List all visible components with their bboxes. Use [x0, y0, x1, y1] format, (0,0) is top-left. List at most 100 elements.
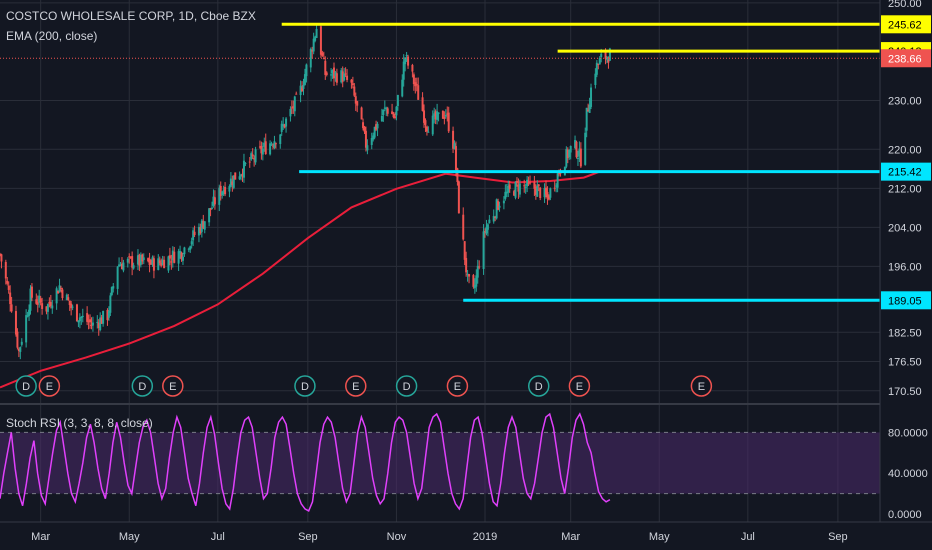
- dividend-marker[interactable]: [395, 375, 418, 397]
- candle-body: [513, 191, 516, 196]
- price-tick-label: 170.50: [888, 386, 922, 398]
- candle-body: [283, 124, 286, 128]
- ema-200-layer: [0, 171, 599, 389]
- candle-body: [321, 52, 324, 56]
- earnings-marker[interactable]: [345, 375, 367, 397]
- candle-body: [189, 246, 192, 250]
- rsi-tick-label: 40.0000: [888, 468, 928, 480]
- candle-body: [331, 70, 334, 74]
- candle-body: [10, 304, 13, 312]
- support-level-label: 189.05: [888, 295, 922, 307]
- candle-body: [160, 262, 163, 266]
- support-level-label-box: [881, 162, 931, 181]
- candle-body: [65, 294, 68, 301]
- candle-body: [526, 179, 529, 187]
- candle-body: [424, 120, 427, 125]
- candle-body: [250, 153, 253, 160]
- candle-body: [68, 300, 71, 306]
- candle-body: [141, 254, 144, 262]
- candle-body: [414, 82, 417, 87]
- dividend-marker[interactable]: [294, 375, 316, 397]
- price-tick-label: 196.00: [888, 261, 922, 273]
- candle-body: [325, 72, 328, 75]
- candle-body: [452, 130, 455, 149]
- candle-body: [485, 226, 488, 234]
- candle-body: [91, 322, 94, 326]
- candle-body: [161, 259, 164, 265]
- dividend-marker[interactable]: [131, 375, 154, 397]
- candle-body: [211, 207, 214, 209]
- time-tick-label: Jul: [211, 531, 225, 543]
- candles-layer: [0, 23, 611, 360]
- candle-body: [324, 60, 327, 75]
- candle-body: [488, 219, 491, 224]
- candle-body: [453, 143, 456, 149]
- candle-body: [595, 62, 598, 75]
- candle-body: [202, 220, 205, 229]
- candle-body: [70, 303, 73, 309]
- candle-body: [209, 207, 212, 211]
- candle-body: [6, 280, 9, 284]
- earnings-marker-label: E: [698, 381, 705, 393]
- candle-body: [29, 288, 32, 311]
- candle-body: [138, 254, 141, 266]
- candle-body: [229, 178, 232, 187]
- candle-body: [221, 191, 224, 196]
- candle-body: [391, 111, 394, 115]
- earnings-marker[interactable]: [568, 375, 591, 397]
- earnings-marker[interactable]: [162, 375, 184, 397]
- candle-body: [484, 231, 487, 233]
- price-axis-background: [880, 0, 932, 522]
- candle-body: [126, 258, 129, 263]
- candle-body: [434, 111, 437, 120]
- candle-body: [71, 306, 74, 308]
- earnings-marker[interactable]: [38, 375, 61, 397]
- candle-body: [524, 187, 527, 189]
- candle-body: [344, 73, 347, 75]
- candle-body: [315, 28, 318, 38]
- time-tick-label: Mar: [31, 531, 50, 543]
- dividend-marker[interactable]: [527, 375, 550, 397]
- candle-body: [537, 184, 540, 187]
- candle-body: [4, 262, 7, 279]
- candle-body: [431, 115, 434, 135]
- candle-body: [370, 138, 373, 145]
- earnings-marker[interactable]: [446, 375, 469, 397]
- candle-body: [472, 275, 475, 287]
- time-tick-label: Jul: [741, 531, 755, 543]
- candle-body: [244, 163, 247, 165]
- candle-body: [425, 126, 428, 132]
- earnings-marker[interactable]: [690, 375, 713, 397]
- candle-body: [529, 182, 532, 184]
- candle-body: [517, 184, 520, 192]
- stoch-rsi-layer: [0, 412, 880, 512]
- candle-body: [136, 255, 139, 265]
- candle-body: [158, 260, 161, 264]
- candle-body: [228, 186, 231, 192]
- candle-body: [579, 148, 582, 167]
- candle-body: [16, 331, 19, 348]
- candle-body: [122, 262, 125, 271]
- candle-body: [466, 273, 469, 275]
- candle-body: [181, 256, 184, 261]
- candle-body: [163, 259, 166, 269]
- candle-body: [112, 286, 115, 289]
- rsi-tick-label: 80.0000: [888, 427, 928, 439]
- price-tick-label: 220.00: [888, 144, 922, 156]
- dividend-marker[interactable]: [15, 375, 37, 397]
- price-tick-label: 182.50: [888, 327, 922, 339]
- candle-body: [102, 310, 105, 324]
- candle-body: [604, 51, 607, 59]
- dividend-marker-label: D: [138, 381, 146, 393]
- candle-body: [183, 247, 186, 255]
- candle-body: [295, 93, 298, 95]
- candle-body: [110, 287, 113, 295]
- time-axis[interactable]: Mar May Jul Sep Nov 2019 Mar May Jul Sep: [0, 521, 932, 550]
- price-axis[interactable]: 250.00 230.00 220.00 212.00 204.00 196.00 189.…: [879, 0, 932, 522]
- candle-body: [441, 110, 444, 119]
- candle-body: [270, 143, 273, 145]
- ema-legend: EMA (200, close): [6, 29, 98, 43]
- candle-body: [35, 299, 38, 304]
- candle-body: [607, 59, 610, 63]
